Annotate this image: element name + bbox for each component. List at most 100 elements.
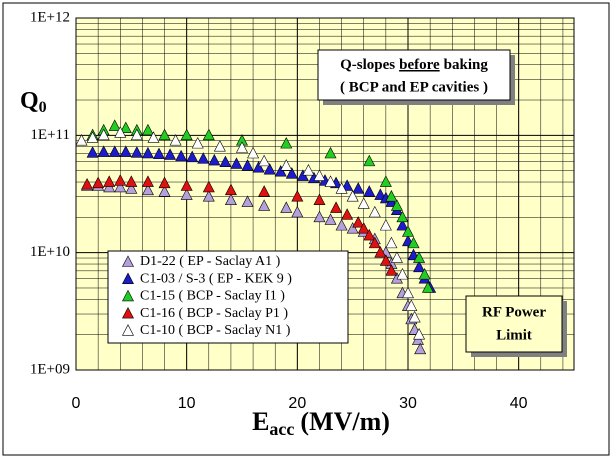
data-point <box>379 175 392 187</box>
data-point <box>114 180 127 193</box>
data-point <box>258 185 271 197</box>
data-point <box>396 218 409 231</box>
x-tick-label: 10 <box>178 395 196 412</box>
data-point <box>191 136 204 149</box>
data-point <box>258 199 271 211</box>
data-point <box>202 190 215 202</box>
data-point <box>402 225 414 237</box>
data-point <box>363 228 376 241</box>
legend-box <box>107 250 349 344</box>
data-point <box>280 159 293 171</box>
data-point <box>258 154 271 167</box>
data-point <box>108 119 121 131</box>
data-point <box>141 146 154 159</box>
data-point <box>402 286 414 299</box>
data-point <box>302 164 315 176</box>
data-point <box>141 183 154 196</box>
data-point <box>92 176 105 189</box>
data-point <box>119 145 132 157</box>
annotation-line: RF Power <box>482 304 546 320</box>
data-point <box>147 131 160 143</box>
data-point <box>405 299 418 311</box>
annotation-text: Q-slopes <box>340 57 395 73</box>
data-point <box>274 165 287 177</box>
data-point <box>213 140 226 152</box>
data-point <box>130 128 143 141</box>
data-point <box>374 188 387 200</box>
legend-marker <box>122 255 134 267</box>
data-point <box>158 128 171 141</box>
annotation-text: baking <box>444 57 489 73</box>
data-point <box>421 281 434 293</box>
data-point <box>141 175 154 187</box>
data-point <box>202 180 215 193</box>
y-tick-label: 1E+11 <box>30 127 70 143</box>
x-axis-label-unit: (MV/m) <box>300 407 390 436</box>
data-point <box>158 176 171 189</box>
y-axis-label-sub: 0 <box>39 99 47 116</box>
data-point <box>291 190 304 202</box>
legend-marker <box>122 272 134 285</box>
data-point <box>114 174 127 186</box>
data-point <box>313 169 326 181</box>
data-point <box>335 182 348 194</box>
y-axis-label-main: Q <box>20 88 39 114</box>
data-point <box>408 310 421 323</box>
data-point <box>81 177 94 190</box>
data-point <box>368 205 381 218</box>
x-tick-label: 30 <box>399 395 417 412</box>
data-point <box>352 216 365 228</box>
data-point <box>86 146 99 158</box>
legend-label: C1-03 / S-3 ( EP - KEK 9 ) <box>140 271 292 286</box>
data-point <box>363 154 376 167</box>
data-point <box>379 254 392 266</box>
data-point <box>324 146 337 159</box>
x-axis-label-sub: acc <box>269 419 294 439</box>
data-point <box>346 222 359 234</box>
data-point <box>153 147 165 160</box>
data-point <box>313 210 326 223</box>
data-point <box>324 175 337 187</box>
data-point <box>103 175 116 187</box>
data-point <box>335 218 348 231</box>
data-point <box>125 175 138 187</box>
data-point <box>390 199 403 211</box>
annotation-line: ( BCP and EP cavities ) <box>340 79 488 95</box>
data-point <box>97 128 110 141</box>
y-axis-label: Q0 <box>20 88 47 116</box>
data-point <box>363 185 376 197</box>
annotation-box <box>465 295 563 353</box>
data-point <box>341 208 354 220</box>
data-point <box>180 179 193 191</box>
data-point <box>219 155 232 168</box>
data-point <box>280 201 293 213</box>
data-point <box>385 236 398 249</box>
legend-label: C1-10 ( BCP - Saclay N1 ) <box>140 323 291 338</box>
y-tick-label: 1E+12 <box>30 9 70 25</box>
data-point <box>413 251 426 263</box>
data-point <box>75 134 88 146</box>
data-point <box>407 236 420 249</box>
annotation-line: Limit <box>496 327 532 343</box>
data-point <box>180 128 193 141</box>
data-point <box>313 193 326 206</box>
data-point <box>414 342 427 355</box>
data-point <box>396 210 409 223</box>
legend-marker <box>122 324 134 336</box>
data-point <box>247 146 260 159</box>
data-point <box>346 190 359 202</box>
data-point <box>241 195 254 207</box>
data-point <box>125 182 138 194</box>
annotation-text: before <box>399 57 440 73</box>
data-point <box>164 148 177 160</box>
data-point <box>130 146 143 158</box>
data-point <box>86 131 99 143</box>
legend-label: C1-15 ( BCP - Saclay I1 ) <box>140 289 285 304</box>
data-point <box>97 145 110 157</box>
data-point <box>175 149 188 162</box>
data-point <box>169 134 182 146</box>
data-point <box>374 246 387 258</box>
data-point <box>180 188 193 200</box>
